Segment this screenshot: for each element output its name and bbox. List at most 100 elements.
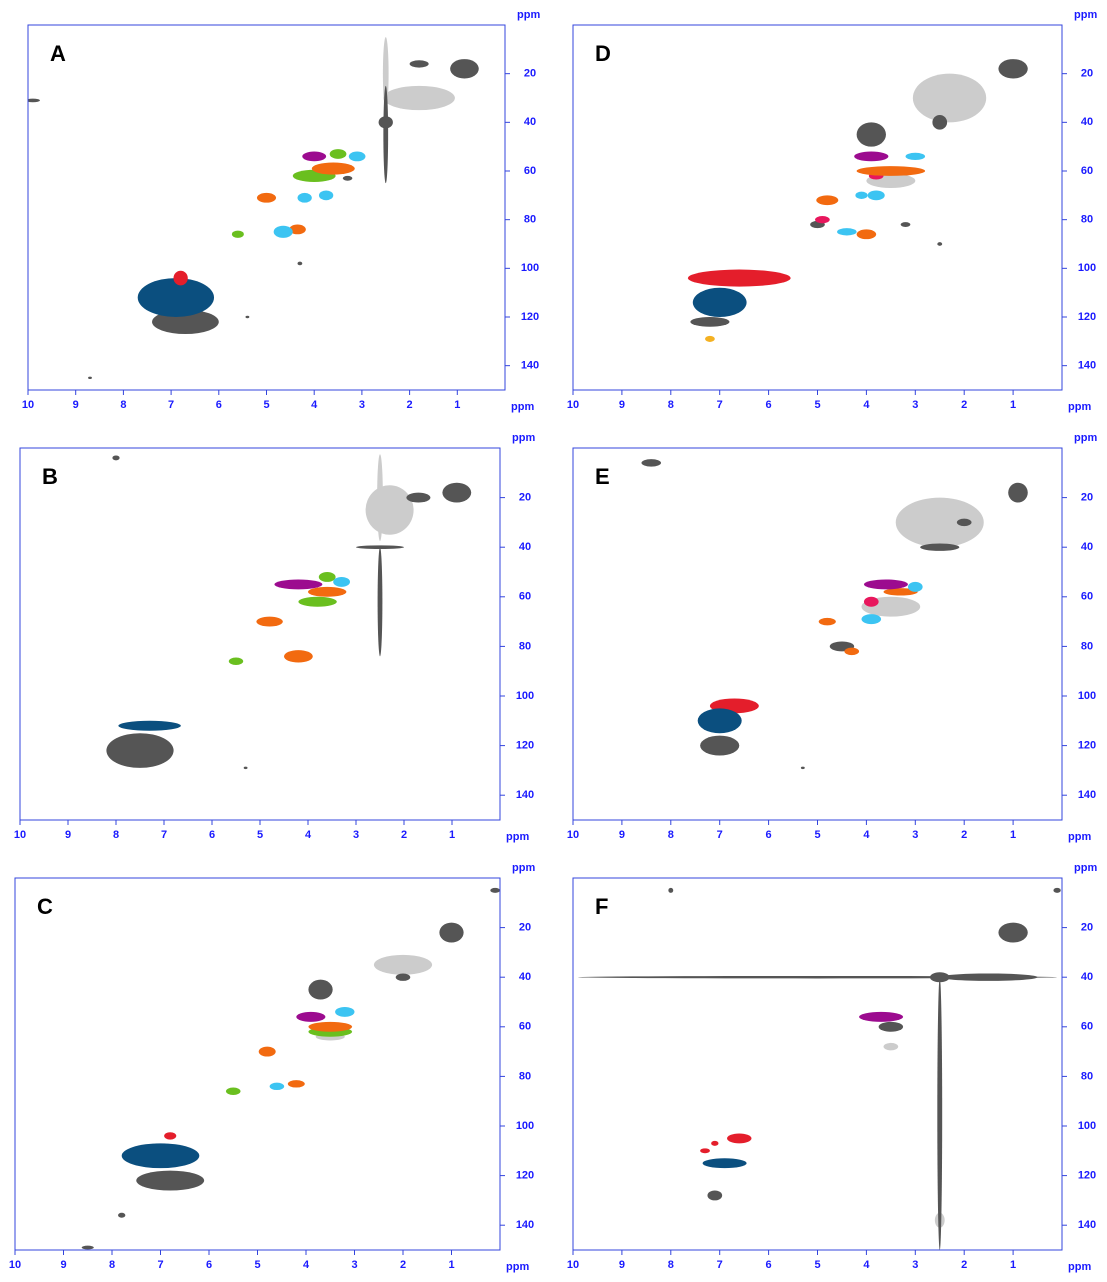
cross-peak bbox=[106, 733, 174, 768]
cross-peak bbox=[406, 492, 431, 503]
cross-peak bbox=[311, 162, 355, 175]
x-tick-label: 5 bbox=[263, 399, 269, 411]
x-tick-label: 3 bbox=[353, 829, 359, 841]
plot-area bbox=[81, 887, 500, 1250]
y-tick-label: 40 bbox=[1081, 971, 1093, 983]
x-tick-label: 2 bbox=[961, 829, 967, 841]
cross-peak bbox=[318, 190, 334, 201]
y-tick-label: 120 bbox=[1078, 311, 1096, 323]
cross-peak bbox=[837, 228, 857, 236]
cross-peak bbox=[856, 122, 886, 147]
cross-peak bbox=[318, 572, 336, 582]
x-tick-label: 1 bbox=[449, 829, 455, 841]
x-tick-label: 10 bbox=[567, 399, 579, 411]
x-tick-label: 10 bbox=[567, 829, 579, 841]
x-unit: ppm bbox=[511, 401, 534, 413]
cross-peak bbox=[329, 149, 347, 159]
y-tick-label: 60 bbox=[1081, 591, 1093, 603]
x-tick-label: 5 bbox=[814, 829, 820, 841]
cross-peak bbox=[297, 261, 303, 266]
cross-peak bbox=[1008, 482, 1028, 503]
x-tick-label: 6 bbox=[766, 829, 772, 841]
cross-peak bbox=[907, 581, 923, 592]
x-tick-label: 6 bbox=[216, 399, 222, 411]
y-tick-label: 80 bbox=[1081, 214, 1093, 226]
cross-peak bbox=[296, 1011, 326, 1022]
y-tick-label: 40 bbox=[524, 116, 536, 128]
frame bbox=[572, 447, 1063, 821]
cross-peak bbox=[164, 1132, 177, 1140]
cross-peak bbox=[308, 1021, 353, 1032]
x-tick-label: 2 bbox=[407, 399, 413, 411]
y-tick-label: 100 bbox=[1078, 1120, 1096, 1132]
x-tick-label: 3 bbox=[351, 1259, 357, 1271]
cross-peak bbox=[692, 287, 747, 317]
y-tick-label: 140 bbox=[1078, 360, 1096, 372]
cross-peak bbox=[1053, 887, 1061, 893]
panel-label: A bbox=[50, 41, 66, 66]
cross-peak bbox=[883, 588, 918, 596]
x-tick-label: 2 bbox=[961, 1259, 967, 1271]
x-tick-label: 1 bbox=[448, 1259, 454, 1271]
plot-area bbox=[577, 887, 1061, 1250]
x-tick-label: 4 bbox=[863, 1259, 870, 1271]
cross-peak bbox=[356, 545, 404, 550]
y-unit: ppm bbox=[512, 432, 535, 444]
cross-peak bbox=[912, 73, 987, 123]
x-tick-label: 6 bbox=[766, 399, 772, 411]
x-tick-label: 10 bbox=[14, 829, 26, 841]
x-tick-label: 9 bbox=[619, 1259, 625, 1271]
y-tick-label: 80 bbox=[1081, 640, 1093, 652]
cross-peak bbox=[273, 225, 293, 238]
cross-peak bbox=[711, 1140, 719, 1146]
y-tick-label: 80 bbox=[524, 214, 536, 226]
cross-peak bbox=[668, 887, 674, 893]
cross-peak bbox=[861, 614, 882, 625]
y-tick-label: 120 bbox=[1078, 740, 1096, 752]
y-tick-label: 100 bbox=[521, 262, 539, 274]
cross-peak bbox=[308, 979, 333, 1000]
x-tick-label: 7 bbox=[717, 1259, 723, 1271]
y-tick-label: 60 bbox=[519, 1021, 531, 1033]
y-tick-label: 40 bbox=[519, 971, 531, 983]
x-tick-label: 3 bbox=[912, 1259, 918, 1271]
cross-peak bbox=[284, 650, 313, 663]
frame bbox=[14, 877, 501, 1251]
x-tick-label: 2 bbox=[401, 829, 407, 841]
x-tick-label: 7 bbox=[157, 1259, 163, 1271]
y-tick-label: 60 bbox=[1081, 1021, 1093, 1033]
cross-peak bbox=[490, 887, 500, 893]
y-tick-label: 80 bbox=[519, 640, 531, 652]
x-tick-label: 1 bbox=[454, 399, 460, 411]
cross-peak bbox=[298, 596, 337, 607]
y-tick-label: 100 bbox=[516, 1120, 534, 1132]
frame bbox=[19, 447, 501, 821]
cross-peak bbox=[920, 543, 960, 551]
cross-peak bbox=[863, 579, 908, 590]
cross-peak bbox=[137, 278, 215, 317]
cross-peak bbox=[342, 175, 353, 181]
cross-peak bbox=[998, 922, 1028, 943]
y-tick-label: 120 bbox=[521, 311, 539, 323]
y-tick-label: 20 bbox=[1081, 922, 1093, 934]
cross-peak bbox=[856, 166, 926, 176]
cross-peak bbox=[395, 973, 411, 981]
x-unit: ppm bbox=[506, 1261, 529, 1273]
cross-peak bbox=[256, 192, 277, 203]
x-tick-label: 3 bbox=[359, 399, 365, 411]
cross-peak bbox=[112, 455, 120, 461]
y-tick-label: 100 bbox=[1078, 690, 1096, 702]
x-tick-label: 10 bbox=[9, 1259, 21, 1271]
cross-peak bbox=[844, 647, 860, 656]
x-unit: ppm bbox=[1068, 1261, 1091, 1273]
cross-peak bbox=[136, 1170, 205, 1191]
x-tick-label: 6 bbox=[209, 829, 215, 841]
cross-peak bbox=[243, 766, 248, 770]
x-tick-label: 3 bbox=[912, 829, 918, 841]
cross-peak bbox=[854, 151, 889, 162]
y-unit: ppm bbox=[1074, 862, 1097, 874]
plot-area bbox=[28, 37, 479, 380]
cross-peak bbox=[409, 60, 429, 68]
frame bbox=[572, 24, 1063, 391]
spectrum-panel: C 10 9 8 7 6 5 4 3 2 1 ppm 20 40 60 80 100 120 140 ppm bbox=[9, 862, 536, 1273]
